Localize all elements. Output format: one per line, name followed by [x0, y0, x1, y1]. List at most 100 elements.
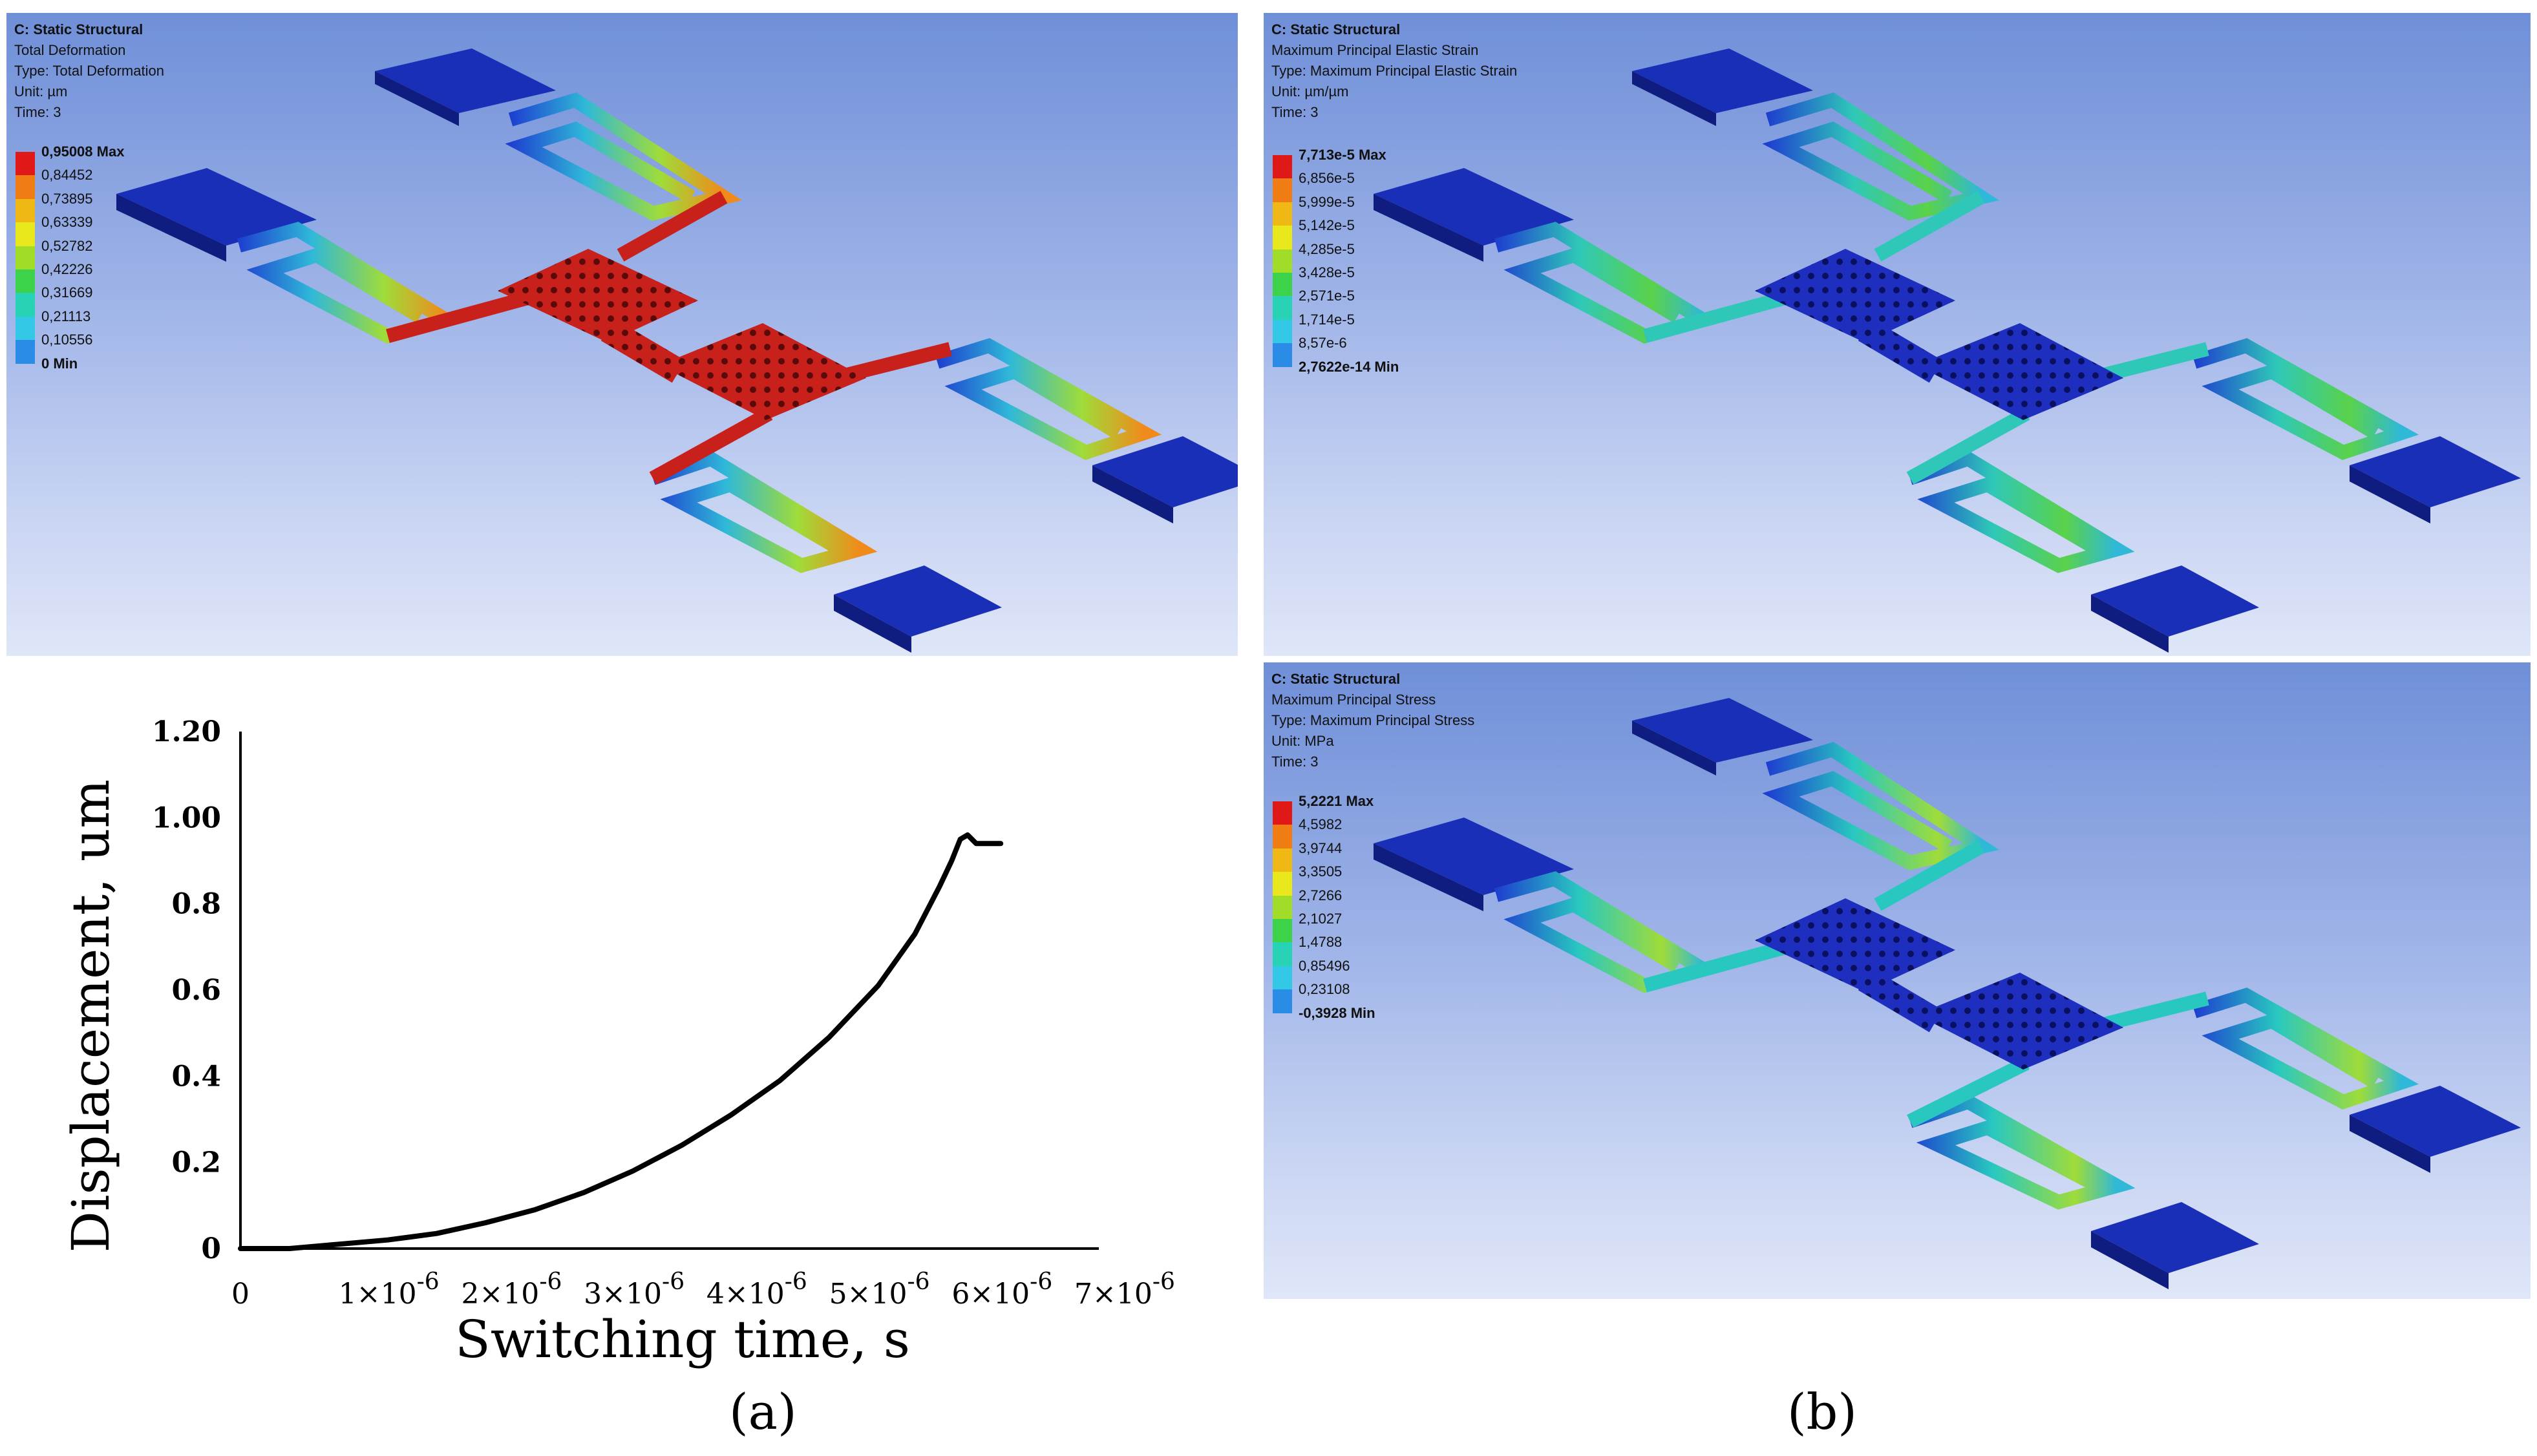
legend-swatch — [1273, 343, 1292, 367]
header-line: Unit: MPa — [1271, 733, 1334, 749]
header-line: Type: Maximum Principal Elastic Strain — [1271, 63, 1518, 79]
legend-value: 0,85496 — [1299, 957, 1350, 974]
header-line: Maximum Principal Elastic Strain — [1271, 42, 1479, 58]
legend-swatch — [16, 152, 35, 176]
y-tick-label: 0.4 — [171, 1060, 221, 1093]
header-line: Maximum Principal Stress — [1271, 691, 1436, 708]
panel-strain: C: Static Structural Maximum Principal E… — [1264, 13, 2531, 656]
legend-value: 0,63339 — [41, 214, 93, 231]
legend-swatch — [1273, 296, 1292, 320]
x-tick-label: 5×10-6 — [829, 1269, 930, 1311]
x-tick-label: 7×10-6 — [1074, 1269, 1175, 1311]
legend-value: 0,52782 — [41, 237, 93, 254]
x-tick-label: 4×10-6 — [706, 1269, 807, 1311]
legend-swatch — [1273, 989, 1292, 1013]
legend-value: 5,142e-5 — [1299, 217, 1355, 234]
y-tick-label: 0.8 — [171, 888, 221, 921]
y-tick-label: 0.6 — [171, 974, 221, 1007]
legend-value: 3,3505 — [1299, 863, 1343, 880]
legend-swatch — [1273, 226, 1292, 249]
legend-swatch — [16, 340, 35, 364]
legend-min-value: 2,7622e-14 Min — [1299, 358, 1399, 375]
legend-swatch — [1273, 895, 1292, 919]
legend-swatch — [1273, 319, 1292, 344]
displacement-chart: 0 0.2 0.4 0.6 0.8 1.00 1.20 0 1×10-6 2×10-6 3×10-6… — [0, 666, 1228, 1409]
header-line: C: Static Structural — [14, 21, 143, 37]
x-tick-label: 1×10-6 — [339, 1269, 440, 1311]
legend-swatch — [1273, 202, 1292, 226]
x-tick-label: 2×10-6 — [461, 1269, 562, 1311]
legend-value: 8,57e-6 — [1299, 335, 1347, 352]
panel-deformation: C: Static Structural Total Deformation T… — [6, 13, 1238, 656]
legend-min-value: 0 Min — [41, 355, 78, 372]
header-line: Total Deformation — [14, 42, 126, 58]
legend-swatch — [1273, 965, 1292, 990]
legend-value: 0,31669 — [41, 284, 93, 301]
legend-value: 0,84452 — [41, 167, 93, 184]
legend-swatch — [16, 269, 35, 293]
header-line: Time: 3 — [1271, 754, 1319, 770]
chart-svg: 0 0.2 0.4 0.6 0.8 1.00 1.20 0 1×10-6 2×10-6 3×10-6… — [61, 715, 1175, 1369]
mems-model-strain — [1374, 48, 2521, 653]
legend-swatch — [16, 246, 35, 269]
legend-swatch — [1273, 942, 1292, 966]
header-stress: C: Static Structural Maximum Principal S… — [1271, 669, 1474, 772]
x-tick-label: 6×10-6 — [951, 1269, 1052, 1311]
header-line: Time: 3 — [1271, 104, 1319, 120]
header-line: Time: 3 — [14, 104, 61, 120]
header-line: Unit: µm/µm — [1271, 83, 1349, 100]
y-axis-label: Displacement, um — [61, 779, 121, 1253]
label-a: (a) — [729, 1383, 797, 1440]
y-tick-label: 1.20 — [152, 715, 221, 748]
legend-value: 6,856e-5 — [1299, 170, 1355, 187]
legend-swatch — [16, 293, 35, 317]
header-line: Type: Maximum Principal Stress — [1271, 712, 1475, 728]
legend-value: 2,1027 — [1299, 910, 1343, 927]
header-strain: C: Static Structural Maximum Principal E… — [1271, 19, 1517, 123]
legend-value: 5,999e-5 — [1299, 193, 1355, 210]
y-tick-label: 0 — [201, 1232, 221, 1265]
legend-value: 0,23108 — [1299, 981, 1350, 998]
y-tick-label: 0.2 — [171, 1146, 221, 1179]
legend-swatch — [1273, 848, 1292, 872]
legend-swatch — [1273, 178, 1292, 202]
mems-model-deformation — [116, 48, 1238, 653]
legend-swatch — [1273, 155, 1292, 179]
legend-swatch — [1273, 872, 1292, 896]
header-line: C: Static Structural — [1271, 671, 1401, 687]
legend-min-value: -0,3928 Min — [1299, 1004, 1375, 1021]
legend-value: 2,7266 — [1299, 887, 1343, 903]
header-deformation: C: Static Structural Total Deformation T… — [14, 19, 164, 123]
legend-value: 1,714e-5 — [1299, 311, 1355, 328]
legend-value: 1,4788 — [1299, 934, 1343, 951]
legend-value: 0,10556 — [41, 332, 93, 348]
legend-value: 5,2221 Max — [1299, 793, 1374, 809]
legend-value: 7,713e-5 Max — [1299, 147, 1386, 163]
y-tick-label: 1.00 — [152, 801, 221, 834]
legend-value: 4,285e-5 — [1299, 240, 1355, 257]
legend-swatch — [1273, 801, 1292, 825]
x-axis-label: Switching time, s — [455, 1309, 910, 1369]
legend-swatch — [16, 175, 35, 199]
legend-value: 3,9744 — [1299, 839, 1343, 856]
legend-swatch — [16, 198, 35, 223]
header-line: C: Static Structural — [1271, 21, 1401, 37]
legend-swatch — [1273, 918, 1292, 943]
panel-stress: C: Static Structural Maximum Principal S… — [1264, 662, 2531, 1299]
header-line: Type: Total Deformation — [14, 63, 164, 79]
series-line — [238, 832, 1004, 1251]
mems-model-stress — [1374, 698, 2521, 1289]
legend-swatch — [1273, 249, 1292, 273]
legend-value: 0,42226 — [41, 260, 93, 277]
x-tick-label: 0 — [231, 1278, 249, 1311]
legend-swatch — [16, 222, 35, 246]
legend-value: 3,428e-5 — [1299, 264, 1355, 280]
label-b: (b) — [1787, 1383, 1857, 1440]
legend-value: 0,21113 — [41, 308, 91, 324]
legend-value: 0,73895 — [41, 190, 93, 207]
legend-swatch — [1273, 825, 1292, 849]
legend-swatch — [16, 316, 35, 341]
legend-value: 0,95008 Max — [41, 143, 125, 160]
x-tick-label: 3×10-6 — [584, 1269, 685, 1311]
legend-value: 4,5982 — [1299, 816, 1343, 833]
